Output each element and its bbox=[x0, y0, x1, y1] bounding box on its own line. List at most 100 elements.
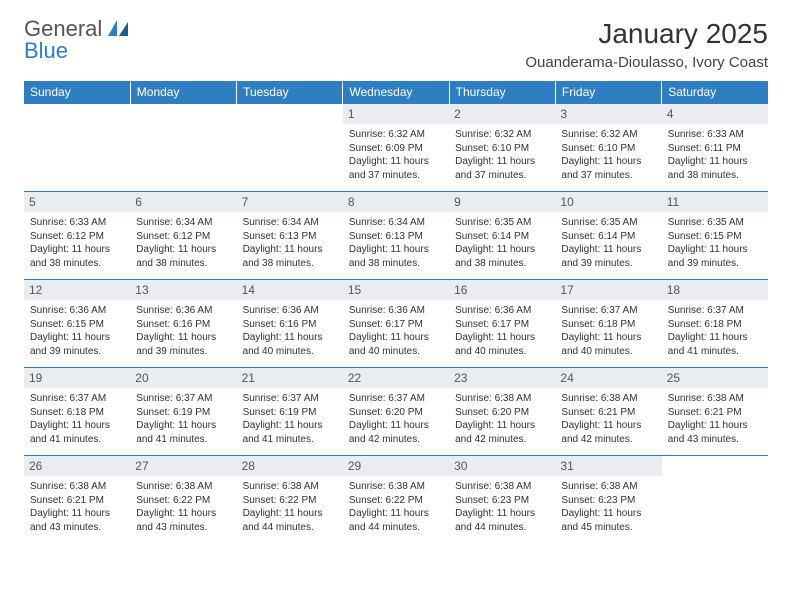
day-cell: 21Sunrise: 6:37 AMSunset: 6:19 PMDayligh… bbox=[237, 368, 343, 456]
day-number: 18 bbox=[662, 280, 768, 300]
day-cell: 27Sunrise: 6:38 AMSunset: 6:22 PMDayligh… bbox=[130, 456, 236, 544]
day-cell: 29Sunrise: 6:38 AMSunset: 6:22 PMDayligh… bbox=[343, 456, 449, 544]
sunrise-line: Sunrise: 6:35 AM bbox=[668, 217, 744, 228]
day-cell: 13Sunrise: 6:36 AMSunset: 6:16 PMDayligh… bbox=[130, 280, 236, 368]
day-info: Sunrise: 6:32 AM Sunset: 6:10 PM Daylight:… bbox=[561, 128, 655, 182]
sunrise-line: Sunrise: 6:36 AM bbox=[349, 305, 425, 316]
day-number: 30 bbox=[449, 456, 555, 476]
sunset-line: Sunset: 6:10 PM bbox=[561, 143, 635, 154]
daylight-line: Daylight: 11 hours and 44 minutes. bbox=[243, 508, 323, 533]
day-cell: 11Sunrise: 6:35 AMSunset: 6:15 PMDayligh… bbox=[662, 192, 768, 280]
page-title: January 2025 bbox=[525, 18, 768, 50]
sunrise-line: Sunrise: 6:38 AM bbox=[668, 393, 744, 404]
day-header: Thursday bbox=[449, 81, 555, 104]
sunset-line: Sunset: 6:11 PM bbox=[668, 143, 741, 154]
sunset-line: Sunset: 6:20 PM bbox=[455, 407, 529, 418]
day-cell: 5Sunrise: 6:33 AMSunset: 6:12 PMDaylight… bbox=[24, 192, 130, 280]
sunset-line: Sunset: 6:22 PM bbox=[136, 495, 210, 506]
day-info: Sunrise: 6:34 AMSunset: 6:13 PMDaylight:… bbox=[243, 216, 337, 270]
sunrise-line: Sunrise: 6:38 AM bbox=[136, 481, 212, 492]
day-number: 26 bbox=[24, 456, 130, 476]
sunrise-line: Sunrise: 6:37 AM bbox=[30, 393, 106, 404]
day-cell: 1Sunrise: 6:32 AMSunset: 6:09 PMDaylight… bbox=[343, 104, 449, 192]
calendar-head: SundayMondayTuesdayWednesdayThursdayFrid… bbox=[24, 81, 768, 104]
sunrise-line: Sunrise: 6:34 AM bbox=[136, 217, 212, 228]
daylight-line: Daylight: 11 hours and 37 minutes. bbox=[561, 156, 641, 181]
empty-cell bbox=[662, 456, 768, 544]
sunrise-line: Sunrise: 6:38 AM bbox=[455, 481, 531, 492]
day-number: 29 bbox=[343, 456, 449, 476]
daylight-line: Daylight: 11 hours and 37 minutes. bbox=[349, 156, 429, 181]
day-number: 25 bbox=[662, 368, 768, 388]
sunset-line: Sunset: 6:18 PM bbox=[668, 319, 742, 330]
sunrise-line: Sunrise: 6:37 AM bbox=[561, 305, 637, 316]
daylight-line: Daylight: 11 hours and 38 minutes. bbox=[136, 244, 216, 269]
calendar-week: 19Sunrise: 6:37 AMSunset: 6:18 PMDayligh… bbox=[24, 368, 768, 456]
daylight-line: Daylight: 11 hours and 40 minutes. bbox=[349, 332, 429, 357]
day-number: 10 bbox=[555, 192, 661, 212]
day-info: Sunrise: 6:37 AMSunset: 6:20 PMDaylight:… bbox=[349, 392, 443, 446]
daylight-line: Daylight: 11 hours and 38 minutes. bbox=[349, 244, 429, 269]
daylight-line: Daylight: 11 hours and 43 minutes. bbox=[30, 508, 110, 533]
daylight-line: Daylight: 11 hours and 40 minutes. bbox=[455, 332, 535, 357]
day-cell: 10Sunrise: 6:35 AMSunset: 6:14 PMDayligh… bbox=[555, 192, 661, 280]
sunset-line: Sunset: 6:09 PM bbox=[349, 143, 423, 154]
sunrise-line: Sunrise: 6:37 AM bbox=[243, 393, 319, 404]
day-number: 9 bbox=[449, 192, 555, 212]
logo-sail-icon bbox=[108, 20, 128, 36]
day-number: 4 bbox=[662, 104, 768, 124]
day-info: Sunrise: 6:37 AM Sunset: 6:18 PM Daylight:… bbox=[668, 304, 762, 358]
day-number: 7 bbox=[237, 192, 343, 212]
day-cell: 12Sunrise: 6:36 AMSunset: 6:15 PMDayligh… bbox=[24, 280, 130, 368]
sunrise-line: Sunrise: 6:36 AM bbox=[30, 305, 106, 316]
day-number: 2 bbox=[449, 104, 555, 124]
sunrise-line: Sunrise: 6:32 AM bbox=[561, 129, 637, 140]
day-cell: 8Sunrise: 6:34 AMSunset: 6:13 PMDaylight… bbox=[343, 192, 449, 280]
sunrise-line: Sunrise: 6:37 AM bbox=[668, 305, 744, 316]
day-cell: 20Sunrise: 6:37 AMSunset: 6:19 PMDayligh… bbox=[130, 368, 236, 456]
day-info: Sunrise: 6:38 AMSunset: 6:21 PMDaylight:… bbox=[30, 480, 124, 534]
sunset-line: Sunset: 6:15 PM bbox=[30, 319, 104, 330]
sunset-line: Sunset: 6:14 PM bbox=[561, 231, 635, 242]
sunrise-line: Sunrise: 6:37 AM bbox=[136, 393, 212, 404]
daylight-line: Daylight: 11 hours and 41 minutes. bbox=[30, 420, 110, 445]
day-cell: 18 Sunrise: 6:37 AM Sunset: 6:18 PM Dayligh… bbox=[662, 280, 768, 368]
daylight-line: Daylight: 11 hours and 38 minutes. bbox=[30, 244, 110, 269]
day-cell: 22 Sunrise: 6:37 AMSunset: 6:20 PMDayligh… bbox=[343, 368, 449, 456]
day-info: Sunrise: 6:35 AMSunset: 6:15 PMDaylight:… bbox=[668, 216, 762, 270]
location-text: Ouanderama-Dioulasso, Ivory Coast bbox=[525, 54, 768, 71]
daylight-line: Daylight: 11 hours and 42 minutes. bbox=[561, 420, 641, 445]
day-number: 22 bbox=[343, 368, 449, 388]
sunset-line: Sunset: 6:19 PM bbox=[243, 407, 317, 418]
day-info: Sunrise: 6:36 AMSunset: 6:16 PMDaylight:… bbox=[243, 304, 337, 358]
day-info: Sunrise: 6:36 AMSunset: 6:16 PMDaylight:… bbox=[136, 304, 230, 358]
day-number: 28 bbox=[237, 456, 343, 476]
day-number: 15 bbox=[343, 280, 449, 300]
sunrise-line: Sunrise: 6:38 AM bbox=[243, 481, 319, 492]
sunset-line: Sunset: 6:23 PM bbox=[455, 495, 529, 506]
day-info: Sunrise: 6:37 AMSunset: 6:19 PMDaylight:… bbox=[136, 392, 230, 446]
daylight-line: Daylight: 11 hours and 44 minutes. bbox=[349, 508, 429, 533]
daylight-line: Daylight: 11 hours and 41 minutes. bbox=[243, 420, 323, 445]
day-info: Sunrise: 6:32 AM Sunset: 6:09 PM Daylight:… bbox=[349, 128, 443, 182]
sunset-line: Sunset: 6:12 PM bbox=[30, 231, 104, 242]
day-cell: 15Sunrise: 6:36 AMSunset: 6:17 PMDayligh… bbox=[343, 280, 449, 368]
day-info: Sunrise: 6:36 AMSunset: 6:17 PMDaylight:… bbox=[455, 304, 549, 358]
sunrise-line: Sunrise: 6:38 AM bbox=[30, 481, 106, 492]
sunrise-line: Sunrise: 6:36 AM bbox=[136, 305, 212, 316]
calendar-week: 1Sunrise: 6:32 AMSunset: 6:09 PMDaylight… bbox=[24, 104, 768, 192]
day-cell: 14 Sunrise: 6:36 AMSunset: 6:16 PMDayligh… bbox=[237, 280, 343, 368]
day-cell: 23Sunrise: 6:38 AMSunset: 6:20 PMDayligh… bbox=[449, 368, 555, 456]
sunrise-line: Sunrise: 6:33 AM bbox=[668, 129, 744, 140]
day-cell: 16Sunrise: 6:36 AMSunset: 6:17 PMDayligh… bbox=[449, 280, 555, 368]
sunrise-line: Sunrise: 6:32 AM bbox=[349, 129, 425, 140]
day-info: Sunrise: 6:38 AMSunset: 6:20 PMDaylight:… bbox=[455, 392, 549, 446]
daylight-line: Daylight: 11 hours and 41 minutes. bbox=[136, 420, 216, 445]
day-number: 19 bbox=[24, 368, 130, 388]
daylight-line: Daylight: 11 hours and 41 minutes. bbox=[668, 332, 748, 357]
day-cell: 26 Sunrise: 6:38 AMSunset: 6:21 PMDayligh… bbox=[24, 456, 130, 544]
daylight-line: Daylight: 11 hours and 38 minutes. bbox=[668, 156, 748, 181]
daylight-line: Daylight: 11 hours and 43 minutes. bbox=[136, 508, 216, 533]
day-number: 24 bbox=[555, 368, 661, 388]
day-number: 14 bbox=[237, 280, 343, 300]
